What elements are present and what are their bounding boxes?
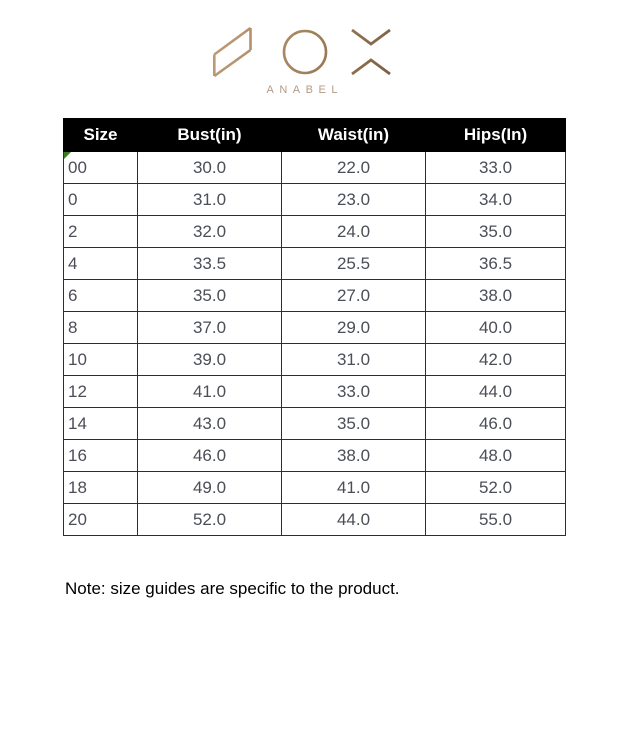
- column-header-hips: Hips(In): [425, 118, 566, 152]
- waist-cell: 24.0: [281, 215, 426, 248]
- waist-cell: 35.0: [281, 407, 426, 440]
- table-row: 20 52.0 44.0 55.0: [63, 503, 566, 536]
- bust-cell: 32.0: [137, 215, 282, 248]
- bust-cell: 35.0: [137, 279, 282, 312]
- brand-subtitle: ANABEL: [266, 84, 343, 96]
- waist-cell: 22.0: [281, 151, 426, 184]
- table-row: 6 35.0 27.0 38.0: [63, 279, 566, 312]
- size-cell: 4: [63, 247, 138, 280]
- bust-cell: 37.0: [137, 311, 282, 344]
- size-cell: 6: [63, 279, 138, 312]
- waist-cell: 29.0: [281, 311, 426, 344]
- size-chart-table: Size Bust(in) Waist(in) Hips(In) 00 30.0 2…: [63, 118, 566, 536]
- header-row: Size Bust(in) Waist(in) Hips(In): [63, 118, 566, 152]
- hips-cell: 46.0: [425, 407, 566, 440]
- table-row: 4 33.5 25.5 36.5: [63, 247, 566, 280]
- bust-cell: 31.0: [137, 183, 282, 216]
- column-header-waist: Waist(in): [281, 118, 426, 152]
- size-cell: 18: [63, 471, 138, 504]
- nox-logo-icon: [213, 27, 391, 77]
- bust-cell: 52.0: [137, 503, 282, 536]
- logo-letter-o: [282, 29, 328, 75]
- size-cell: 20: [63, 503, 138, 536]
- cell-error-marker-icon: [64, 152, 71, 159]
- bust-cell: 43.0: [137, 407, 282, 440]
- bust-cell: 33.5: [137, 247, 282, 280]
- bust-cell: 49.0: [137, 471, 282, 504]
- size-cell: 8: [63, 311, 138, 344]
- hips-cell: 55.0: [425, 503, 566, 536]
- size-cell: 10: [63, 343, 138, 376]
- size-cell: 12: [63, 375, 138, 408]
- waist-cell: 25.5: [281, 247, 426, 280]
- hips-cell: 34.0: [425, 183, 566, 216]
- hips-cell: 36.5: [425, 247, 566, 280]
- hips-cell: 35.0: [425, 215, 566, 248]
- table-row: 2 32.0 24.0 35.0: [63, 215, 566, 248]
- hips-cell: 38.0: [425, 279, 566, 312]
- hips-cell: 52.0: [425, 471, 566, 504]
- waist-cell: 33.0: [281, 375, 426, 408]
- waist-cell: 38.0: [281, 439, 426, 472]
- table-row: 18 49.0 41.0 52.0: [63, 471, 566, 504]
- waist-cell: 41.0: [281, 471, 426, 504]
- column-header-bust: Bust(in): [137, 118, 282, 152]
- bust-cell: 46.0: [137, 439, 282, 472]
- bust-cell: 30.0: [137, 151, 282, 184]
- note-text: Note: size guides are specific to the pr…: [65, 579, 400, 598]
- table-row: 8 37.0 29.0 40.0: [63, 311, 566, 344]
- waist-cell: 31.0: [281, 343, 426, 376]
- hips-cell: 33.0: [425, 151, 566, 184]
- bust-cell: 41.0: [137, 375, 282, 408]
- table-row: 14 43.0 35.0 46.0: [63, 407, 566, 440]
- size-cell: 2: [63, 215, 138, 248]
- hips-cell: 48.0: [425, 439, 566, 472]
- size-cell: 00: [63, 151, 138, 184]
- logo-letter-n: [213, 27, 252, 77]
- size-cell: 14: [63, 407, 138, 440]
- waist-cell: 27.0: [281, 279, 426, 312]
- table-row: 00 30.0 22.0 33.0: [63, 151, 566, 184]
- size-chart-header: Size Bust(in) Waist(in) Hips(In): [63, 118, 566, 152]
- hips-cell: 44.0: [425, 375, 566, 408]
- logo-letter-x: [351, 28, 391, 76]
- column-header-size: Size: [63, 118, 138, 152]
- size-cell: 16: [63, 439, 138, 472]
- size-cell: 0: [63, 183, 138, 216]
- hips-cell: 40.0: [425, 311, 566, 344]
- waist-cell: 44.0: [281, 503, 426, 536]
- table-row: 0 31.0 23.0 34.0: [63, 183, 566, 216]
- hips-cell: 42.0: [425, 343, 566, 376]
- brand-logo: ANABEL: [213, 27, 391, 97]
- size-chart-body: 00 30.0 22.0 33.0 0 31.0 23.0 34.0 2 32.0 24.0 35.0…: [63, 151, 566, 536]
- table-row: 12 41.0 33.0 44.0: [63, 375, 566, 408]
- table-row: 10 39.0 31.0 42.0: [63, 343, 566, 376]
- waist-cell: 23.0: [281, 183, 426, 216]
- table-row: 16 46.0 38.0 48.0: [63, 439, 566, 472]
- bust-cell: 39.0: [137, 343, 282, 376]
